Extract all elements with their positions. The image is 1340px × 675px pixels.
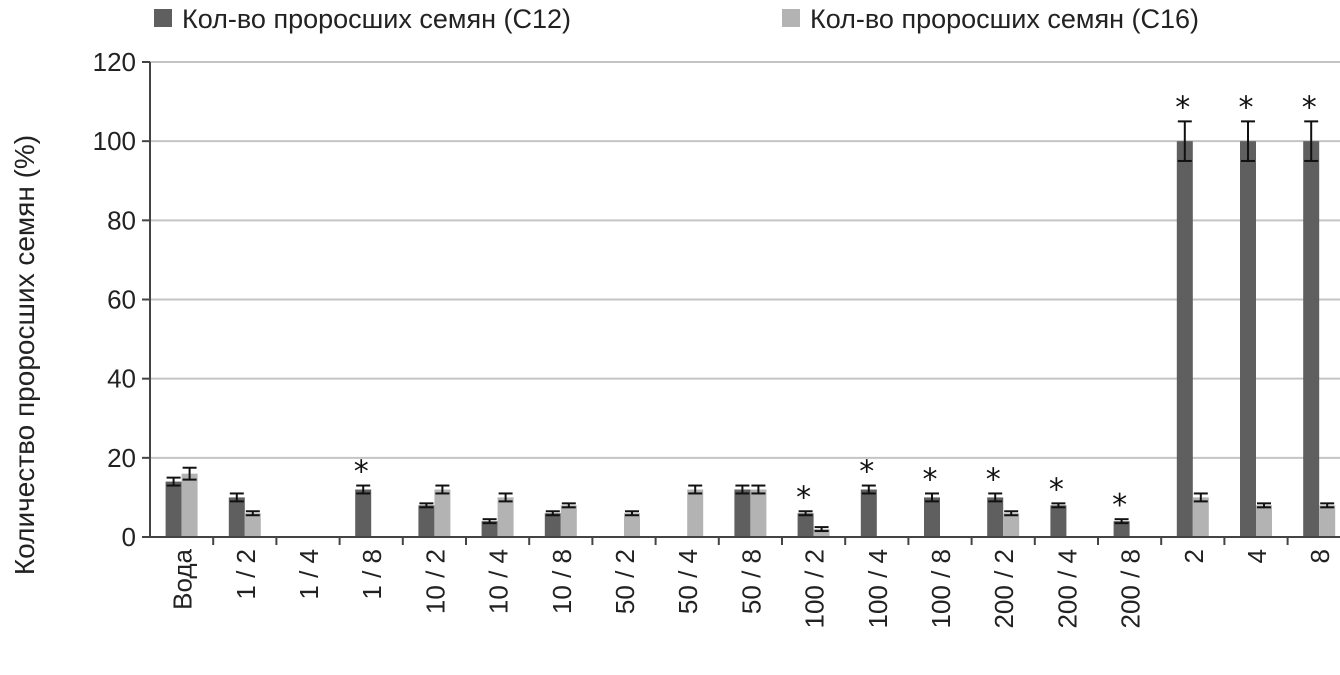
x-tick-label: 1 / 8 <box>357 549 387 600</box>
significance-star: * <box>923 462 938 497</box>
bar-c16 <box>244 513 261 537</box>
x-tick-label: 100 / 2 <box>800 549 830 629</box>
y-axis-ticks: 0 20 40 60 80 100 120 <box>93 47 150 552</box>
y-tick-label: 20 <box>107 443 136 473</box>
x-tick-label: 10 / 8 <box>547 549 577 614</box>
bar-c12 <box>228 497 245 537</box>
significance-star: * <box>1302 90 1317 125</box>
bar-c16 <box>560 505 577 537</box>
bar-c16 <box>434 489 451 537</box>
bar-c12 <box>1050 505 1067 537</box>
significance-star: * <box>1239 90 1254 125</box>
bar-c12 <box>355 489 372 537</box>
bar-c12 <box>481 521 498 537</box>
bar-c12 <box>1240 141 1256 537</box>
axes <box>149 62 1340 538</box>
legend-label: Кол-во проросших семян (C12) <box>182 4 571 34</box>
bar-c12 <box>987 497 1004 537</box>
bar-c12 <box>544 513 561 537</box>
bar-c16 <box>1256 505 1272 537</box>
x-tick-label: 50 / 4 <box>673 549 703 614</box>
legend: Кол-во проросших семян (C12) Кол-во проро… <box>154 4 1199 34</box>
legend-swatch <box>154 9 172 27</box>
bar-c16 <box>624 513 640 537</box>
error-bars <box>166 120 1335 533</box>
x-tick-label: 10 / 4 <box>484 549 514 614</box>
x-tick-label: 50 / 2 <box>610 549 640 614</box>
x-tick-label: 200 / 8 <box>1116 549 1146 629</box>
significance-star: * <box>1112 488 1127 523</box>
x-tick-label: 100 / 8 <box>926 549 956 629</box>
x-tick-label: 200 / 4 <box>1052 549 1082 629</box>
x-tick-label: 8 <box>1305 549 1335 563</box>
x-tick-label: Вода <box>168 548 198 609</box>
bar-c12 <box>734 489 751 537</box>
bar-c12 <box>924 497 940 537</box>
significance-star: * <box>1049 472 1064 507</box>
bars <box>165 141 1336 537</box>
x-tick-label: 200 / 2 <box>989 549 1019 629</box>
gridlines <box>150 61 1340 459</box>
bar-c12 <box>418 505 435 537</box>
bar-c16 <box>1319 505 1336 537</box>
bar-c16 <box>750 489 767 537</box>
bar-c12 <box>1303 141 1320 537</box>
y-tick-label: 120 <box>93 47 136 77</box>
bar-c16 <box>497 497 514 537</box>
y-tick-label: 60 <box>107 285 136 315</box>
bar-c16 <box>1003 513 1020 537</box>
y-tick-label: 0 <box>122 522 136 552</box>
bar-c12 <box>1176 141 1193 537</box>
bar-c12 <box>1113 521 1130 537</box>
legend-label: Кол-во проросших семян (C16) <box>810 4 1199 34</box>
bar-c12 <box>860 489 877 537</box>
x-tick-label: 1 / 2 <box>231 549 261 600</box>
x-tick-label: 4 <box>1242 549 1272 563</box>
y-tick-label: 40 <box>107 364 136 394</box>
x-tick-label: 100 / 4 <box>863 549 893 629</box>
legend-swatch <box>782 9 800 27</box>
bar-c12 <box>165 481 182 537</box>
bar-c16 <box>813 529 830 537</box>
y-axis-title: Количество проросших семян (%) <box>9 135 40 575</box>
bar-c16 <box>687 489 704 537</box>
x-tick-label: 1 / 4 <box>294 549 324 600</box>
x-tick-label: 2 <box>1179 549 1209 563</box>
bar-c16 <box>181 473 198 537</box>
significance-star: * <box>986 462 1001 497</box>
significance-star: * <box>1175 90 1190 125</box>
y-tick-label: 80 <box>107 205 136 235</box>
significance-star: * <box>859 455 874 490</box>
y-tick-label: 100 <box>93 126 136 156</box>
bar-c16 <box>1192 497 1209 537</box>
x-tick-label: 10 / 2 <box>420 549 450 614</box>
significance-star: * <box>354 455 369 490</box>
significance-star: * <box>796 480 811 515</box>
x-axis-ticks: Вода 1 / 2 1 / 4 1 / 8 10 / 2 10 / 4 10 / 8 50 … <box>168 537 1335 629</box>
bar-c12 <box>797 513 814 537</box>
x-tick-label: 50 / 8 <box>736 549 766 614</box>
significance-markers: * * * * * * * * * * <box>354 90 1317 523</box>
